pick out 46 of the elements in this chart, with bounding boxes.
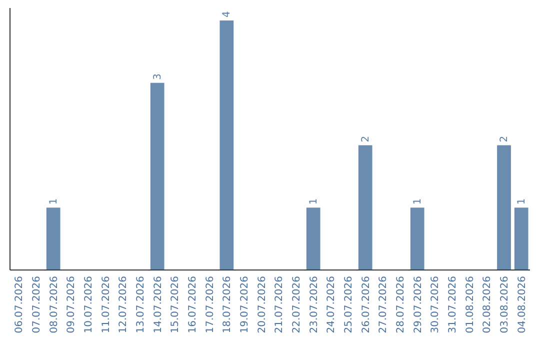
x-tick-label: 08.07.2026 <box>48 276 60 334</box>
x-tick-label: 21.07.2026 <box>274 276 286 334</box>
x-tick-label: 19.07.2026 <box>240 276 250 334</box>
data-label: 2 <box>360 136 372 142</box>
x-tick-label: 22.07.2026 <box>292 276 302 334</box>
x-tick-label: 29.07.2026 <box>412 276 424 334</box>
bar <box>497 145 511 270</box>
data-label: 1 <box>308 198 320 205</box>
x-tick-label: 15.07.2026 <box>170 276 182 334</box>
bar <box>410 208 424 270</box>
bar <box>46 208 60 270</box>
bar <box>220 20 234 270</box>
x-tick-label: 13.07.2026 <box>136 276 146 334</box>
x-tick-label: 12.07.2026 <box>118 276 130 334</box>
x-tick-label: 07.07.2026 <box>32 276 42 334</box>
x-tick-label: 25.07.2026 <box>344 276 354 334</box>
x-tick-label: 24.07.2026 <box>326 276 338 334</box>
x-tick-label: 26.07.2026 <box>360 276 372 334</box>
x-tick-label: 16.07.2026 <box>188 276 198 334</box>
data-label: 4 <box>222 11 233 18</box>
x-tick-label: 03.08.2026 <box>500 276 510 334</box>
bar <box>358 145 372 270</box>
x-tick-label: 27.07.2026 <box>378 276 390 334</box>
x-tick-label: 30.07.2026 <box>430 276 442 334</box>
bar <box>306 208 320 270</box>
x-tick-label: 11.07.2026 <box>100 276 112 334</box>
x-tick-label: 18.07.2026 <box>222 276 234 334</box>
x-tick-label: 09.07.2026 <box>66 276 78 334</box>
x-tick-label: 23.07.2026 <box>308 276 320 334</box>
x-tick-label: 04.08.2026 <box>516 276 528 334</box>
x-tick-label: 20.07.2026 <box>256 276 268 334</box>
data-label: 1 <box>48 198 60 205</box>
data-label: 2 <box>499 136 510 142</box>
x-tick-label: 14.07.2026 <box>152 276 164 334</box>
x-tick-label: 01.08.2026 <box>464 276 476 334</box>
bar <box>150 82 164 270</box>
x-tick-label: 17.07.2026 <box>204 276 216 334</box>
bar <box>514 208 528 270</box>
x-tick-label: 28.07.2026 <box>396 276 406 334</box>
data-label: 1 <box>412 198 424 205</box>
x-tick-label: 02.08.2026 <box>482 276 494 334</box>
data-label: 3 <box>152 73 164 80</box>
data-label: 1 <box>516 198 528 205</box>
x-tick-label: 31.07.2026 <box>448 276 458 334</box>
x-tick-label: 06.07.2026 <box>14 276 26 334</box>
x-tick-label: 10.07.2026 <box>84 276 94 334</box>
